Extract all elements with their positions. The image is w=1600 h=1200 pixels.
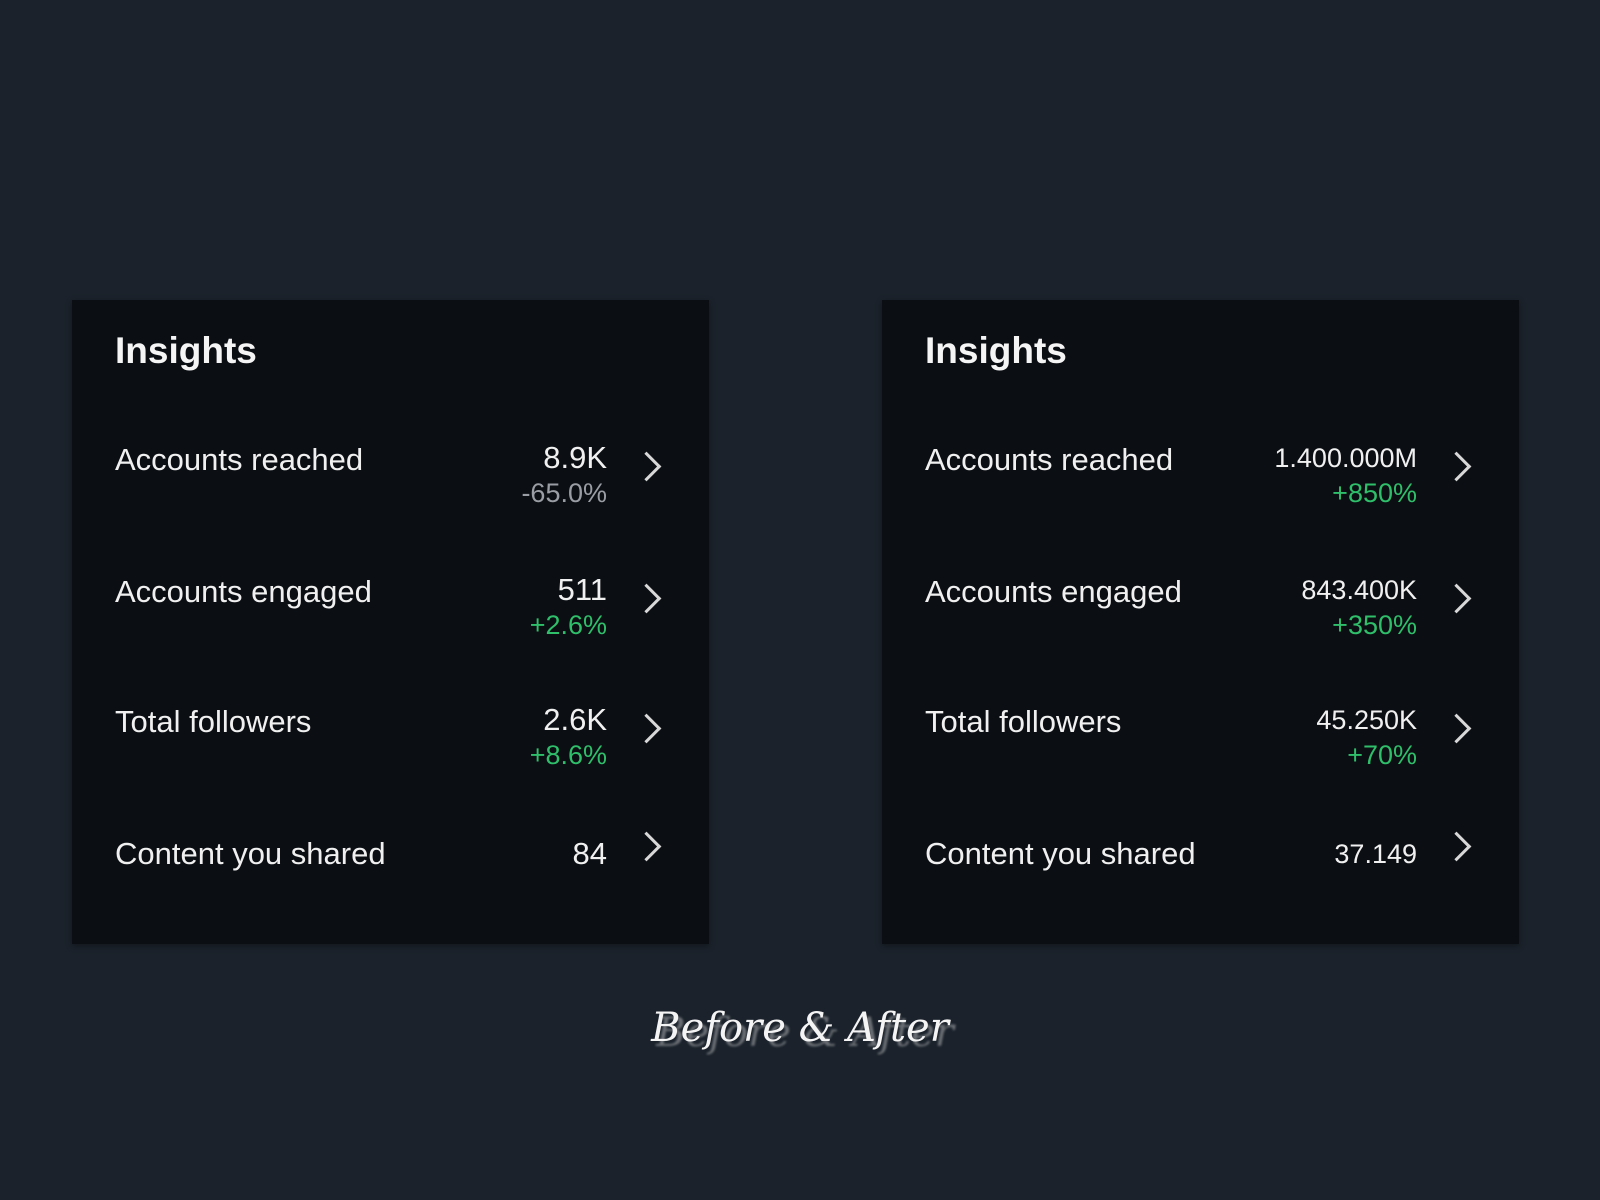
caption: Before & After [651,1005,949,1051]
insight-change: -65.0% [521,478,607,508]
insight-row[interactable]: Total followers 45.250K +70% [882,704,1519,822]
chevron-right-icon[interactable] [631,583,662,614]
insight-label: Total followers [115,704,312,739]
insight-value: 8.9K [543,440,607,475]
insight-value: 45.250K [1316,705,1417,735]
chevron-right-icon[interactable] [631,713,662,744]
insight-value: 1.400.000M [1274,443,1417,473]
panel-title: Insights [115,330,257,371]
insight-change: +8.6% [529,740,607,770]
insight-value: 84 [572,836,607,871]
insight-label: Accounts engaged [115,574,372,609]
insight-label: Accounts engaged [925,574,1182,609]
chevron-right-icon[interactable] [1441,713,1472,744]
insight-value: 843.400K [1301,575,1417,605]
insight-label: Accounts reached [925,442,1174,477]
chevron-right-icon[interactable] [631,831,662,862]
insight-change: +70% [1347,740,1417,770]
insight-label: Total followers [925,704,1122,739]
insights-panel-before: Insights Accounts reached 8.9K -65.0% Ac… [72,300,709,944]
insight-value: 511 [557,572,607,607]
insight-change: +350% [1332,610,1417,640]
insights-panel-after: Insights Accounts reached 1.400.000M +85… [882,300,1519,944]
chevron-right-icon[interactable] [1441,583,1472,614]
chevron-right-icon[interactable] [631,451,662,482]
chevron-right-icon[interactable] [1441,831,1472,862]
insight-row[interactable]: Content you shared 84 [72,831,709,954]
insight-row[interactable]: Accounts engaged 511 +2.6% [72,572,709,692]
panel-title: Insights [925,330,1067,371]
insight-change: +2.6% [529,610,607,640]
insight-row[interactable]: Accounts reached 8.9K -65.0% [72,440,709,560]
insight-label: Content you shared [115,836,386,871]
insight-value: 2.6K [543,702,607,737]
insight-row[interactable]: Total followers 2.6K +8.6% [72,702,709,822]
insight-change: +850% [1332,478,1417,508]
insight-row[interactable]: Accounts engaged 843.400K +350% [882,574,1519,692]
insight-label: Accounts reached [115,442,364,477]
chevron-right-icon[interactable] [1441,451,1472,482]
insight-row[interactable]: Content you shared 37.149 [882,831,1519,954]
insight-row[interactable]: Accounts reached 1.400.000M +850% [882,442,1519,560]
insight-label: Content you shared [925,836,1196,871]
insight-value: 37.149 [1334,839,1417,869]
